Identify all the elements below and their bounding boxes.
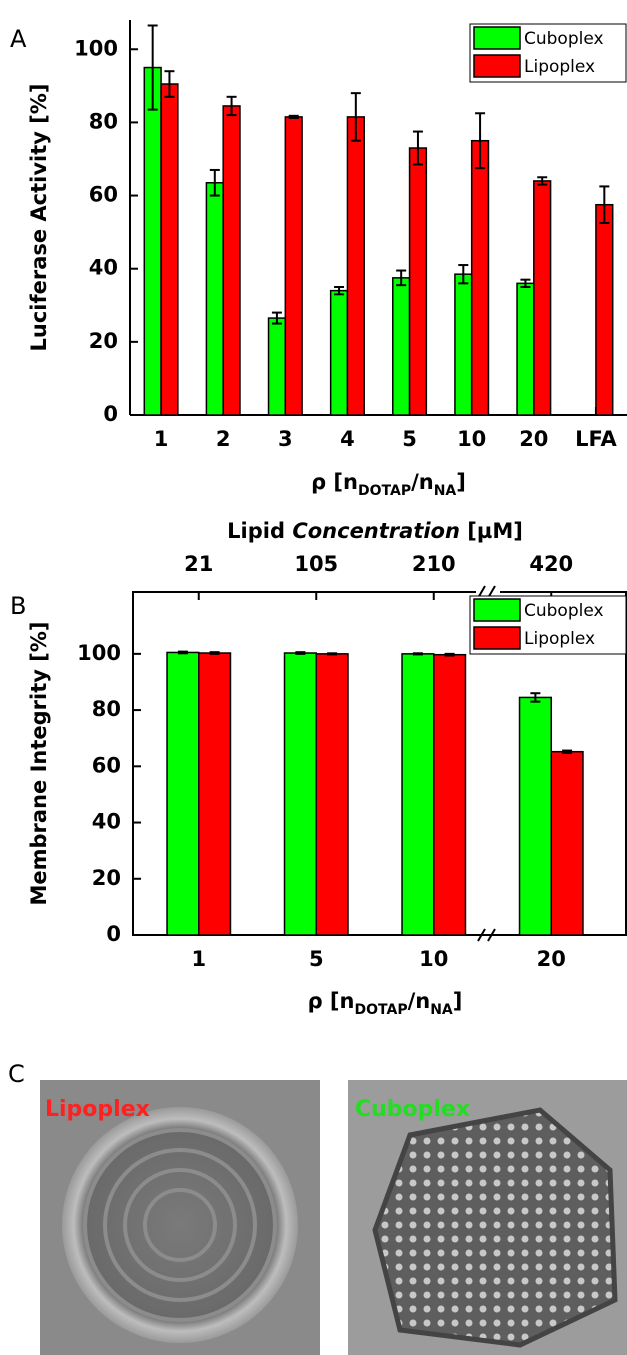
top-tick-label: 105 [294,552,338,576]
bar [223,106,240,415]
legend: Cuboplex Lipoplex [470,596,626,654]
x-tick-label: 4 [340,427,355,451]
error-bar [210,652,220,654]
axis-label-part: DOTAP [355,1002,408,1018]
bar [206,183,223,415]
axis-label-part: /n [408,989,431,1013]
axis-label-part: ρ [n [311,470,358,494]
legend-swatch [474,627,520,649]
bar [534,181,551,415]
legend-swatch [474,27,520,49]
axis-label: ρ [nDOTAP/nNA] [311,470,466,499]
bar [517,283,534,415]
x-tick-label: 20 [537,947,566,971]
legend-label: Lipoplex [524,629,595,649]
error-bar [178,652,188,654]
y-tick-label: 80 [89,109,118,133]
y-tick-label: 100 [74,36,118,60]
x-tick-label: 20 [519,427,548,451]
error-bar [445,654,455,656]
x-tick-label: 2 [216,427,231,451]
y-axis-label: Membrane Integrity [%] [27,622,51,906]
axis-label-part: [µM] [460,519,523,543]
axis-label-part: /n [411,470,434,494]
x-tick-label: 10 [419,947,448,971]
top-tick-label: 21 [184,552,213,576]
bar [455,274,472,415]
bar [472,141,489,415]
error-bar [413,653,423,654]
legend-label: Cuboplex [524,29,604,49]
axis-label-part: NA [434,483,457,499]
bar [199,653,231,935]
image-label: Lipoplex [45,1097,150,1122]
legend-swatch [474,599,520,621]
axis-label-part: Lipid [227,519,292,543]
legend-swatch [474,55,520,77]
x-tick-label: 1 [191,947,206,971]
bar [269,318,286,415]
figure: A B C Lipoplex Cuboplex 020406080100Luci… [0,0,627,1355]
axis-label-part: ] [453,989,463,1013]
bar [551,752,583,935]
axis-label: ρ [nDOTAP/nNA] [308,989,463,1018]
x-tick-label: 5 [402,427,417,451]
panel-label: A [10,25,27,53]
legend-label: Lipoplex [524,57,595,77]
bar [596,205,613,415]
top-tick-label: 420 [529,552,573,576]
y-axis-label: Luciferase Activity [%] [27,83,51,351]
x-tick-label: 1 [154,427,169,451]
bar [167,652,199,935]
y-tick-label: 60 [89,183,118,207]
bar [316,654,348,935]
bar [434,655,466,935]
bar [402,654,434,935]
bar [161,84,178,415]
panel-label: C [8,1060,25,1088]
bar [393,278,410,415]
y-tick-label: 80 [92,697,121,721]
bar [520,697,552,935]
bar [347,117,364,415]
bar [410,148,427,415]
x-tick-label: 3 [278,427,293,451]
bar [331,291,348,415]
bar [285,117,302,415]
y-tick-label: 100 [77,641,121,665]
x-tick-label: 10 [457,427,486,451]
y-tick-label: 40 [92,810,121,834]
axis-label: Lipid Concentration [µM] [227,519,523,543]
y-tick-label: 0 [103,402,118,426]
axis-label-part: NA [430,1002,453,1018]
x-tick-label: LFA [575,427,617,451]
y-tick-label: 0 [106,922,121,946]
panel-label: B [10,592,26,620]
axis-label-part: ] [456,470,466,494]
top-tick-label: 210 [412,552,456,576]
bar [285,653,317,935]
axis-label-part: DOTAP [358,483,411,499]
image-label: Cuboplex [355,1097,470,1122]
legend-label: Cuboplex [524,601,604,621]
axis-label-part: Concentration [292,519,460,543]
error-bar [295,652,305,654]
bar [144,68,161,415]
y-tick-label: 40 [89,256,118,280]
y-tick-label: 20 [89,329,118,353]
legend: Cuboplex Lipoplex [470,24,626,82]
y-tick-label: 20 [92,866,121,890]
axis-label-part: ρ [n [308,989,355,1013]
error-bar [327,653,337,654]
x-tick-label: 5 [309,947,324,971]
y-tick-label: 60 [92,753,121,777]
